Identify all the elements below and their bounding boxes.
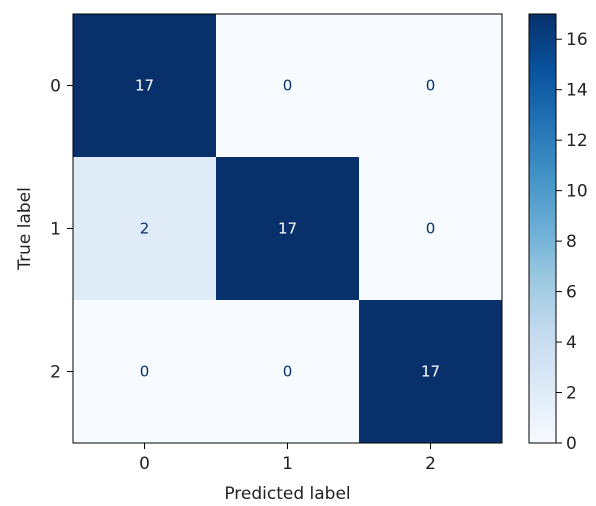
colorbar-tick-label: 12 [566,131,588,151]
matrix-cells [73,14,503,444]
matrix-cell [216,157,360,301]
matrix-cell-value: 0 [140,363,150,381]
colorbar-tick-label: 2 [566,384,577,404]
colorbar-tick-label: 8 [566,232,577,252]
colorbar-tick-label: 4 [566,333,577,353]
colorbar-tick-label: 6 [566,283,577,303]
x-tick-label: 2 [425,454,436,474]
matrix-cell-labels: 17 0 0 2 17 0 0 0 17 [135,77,440,381]
colorbar-ticks: 0 2 4 6 8 10 12 14 16 [556,30,588,454]
colorbar-tick-label: 0 [566,434,577,454]
x-tick-label: 1 [282,454,293,474]
x-axis-ticks: 0 1 2 [139,443,436,474]
matrix-cell-value: 0 [426,220,436,238]
y-axis-label: True label [15,187,35,271]
matrix-cell [73,157,217,301]
matrix-cell [359,157,503,301]
matrix-cell [359,14,503,158]
matrix-cell-value: 17 [135,77,154,95]
y-tick-label: 2 [50,363,61,383]
colorbar [528,13,557,444]
x-tick-label: 0 [139,454,150,474]
colorbar-tick-label: 10 [566,182,588,202]
matrix-cell-value: 0 [426,77,436,95]
matrix-cell [216,14,360,158]
colorbar-tick-label: 16 [566,30,588,50]
x-axis-label: Predicted label [224,484,350,504]
matrix-cell-value: 0 [283,363,293,381]
matrix-cell [216,300,360,444]
matrix-cell [73,14,217,158]
matrix-cell-value: 17 [278,220,297,238]
matrix-cell-value: 2 [140,220,150,238]
matrix-cell [73,300,217,444]
matrix-cell [359,300,503,444]
y-tick-label: 0 [50,77,61,97]
colorbar-tick-label: 14 [566,81,588,101]
matrix-cell-value: 0 [283,77,293,95]
matrix-cell-value: 17 [421,363,440,381]
y-axis-ticks: 0 1 2 [50,77,73,383]
y-tick-label: 1 [50,220,61,240]
